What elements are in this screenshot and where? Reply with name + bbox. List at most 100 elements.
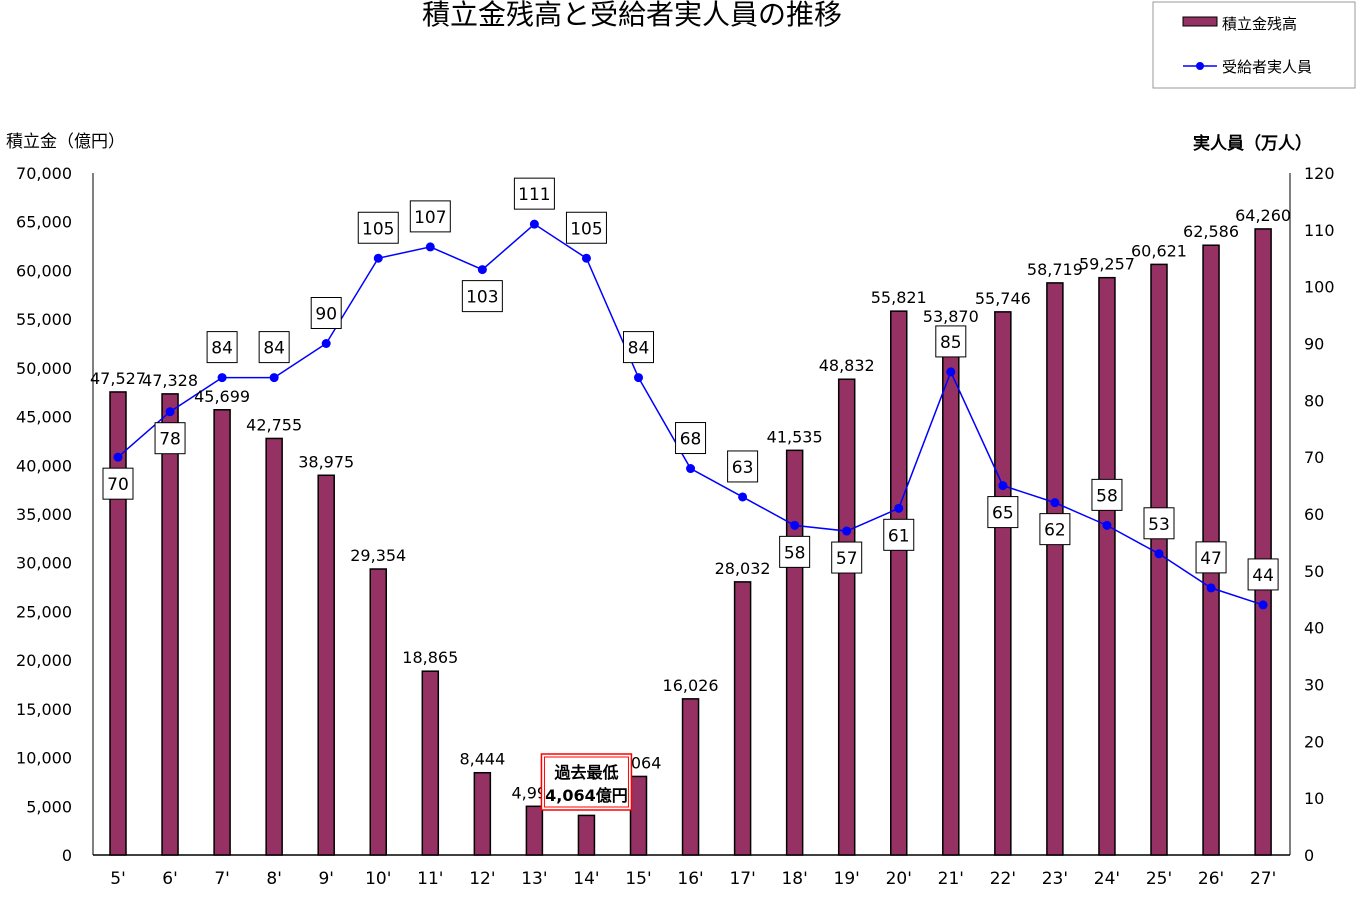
bar (837, 378, 856, 856)
line-point (165, 407, 175, 417)
bar (942, 329, 960, 856)
bar-data-label: 47,328 (142, 371, 198, 390)
line-data-label: 47 (1200, 549, 1222, 569)
legend-label-line: 受給者実人員 (1222, 58, 1312, 76)
bar-data-label: 45,699 (194, 387, 250, 406)
left-tick-label: 45,000 (16, 408, 72, 427)
line-data-label: 105 (362, 219, 394, 239)
left-tick-label: 70,000 (16, 164, 72, 183)
right-tick-label: 30 (1304, 676, 1324, 695)
bar-data-label: 42,755 (246, 415, 302, 434)
line-point (894, 503, 904, 513)
right-tick-label: 100 (1304, 278, 1335, 297)
line-point (946, 367, 956, 377)
left-tick-label: 60,000 (16, 261, 72, 280)
bar (890, 310, 908, 856)
x-tick-label: 14' (573, 869, 599, 889)
line-point (842, 526, 852, 536)
line-data-label: 84 (628, 339, 650, 359)
line-data-label-box (102, 467, 134, 500)
line-data-label-box (831, 541, 863, 574)
chart-title: 積立金残高と受給者実人員の推移 (422, 0, 842, 31)
line-point (321, 339, 331, 348)
line-data-label-box (779, 535, 811, 568)
bar-data-label: 16,026 (663, 676, 719, 695)
x-tick-label: 19' (834, 869, 860, 889)
line-point (477, 265, 487, 275)
line-point (1050, 498, 1060, 508)
x-tick-label: 17' (729, 869, 755, 889)
bar (733, 581, 752, 856)
bar (213, 409, 231, 856)
x-tick-label: 11' (417, 869, 443, 889)
left-tick-label: 25,000 (16, 602, 72, 621)
line-point (1258, 600, 1268, 610)
line-data-label-box (1247, 558, 1279, 591)
line-data-label: 105 (570, 219, 602, 239)
x-tick-label: 9' (318, 869, 334, 889)
annotation-inner-border (543, 756, 629, 808)
line-data-label: 53 (1148, 515, 1170, 535)
annotation-line2: 4,064億円 (545, 786, 628, 805)
line-data-label-box (1091, 478, 1123, 511)
x-tick-label: 7' (214, 869, 230, 889)
x-tick-label: 20' (886, 869, 912, 889)
right-tick-label: 0 (1304, 846, 1314, 865)
right-tick-label: 40 (1304, 619, 1324, 638)
left-tick-label: 40,000 (16, 456, 72, 475)
x-tick-label: 23' (1042, 869, 1068, 889)
bar-data-label: 8,444 (459, 750, 505, 769)
line-data-label: 44 (1252, 566, 1274, 586)
line-data-label-box (1143, 507, 1175, 540)
line-data-label-box (461, 280, 503, 313)
annotation-line1: 過去最低 (553, 763, 618, 782)
line-data-label-box (727, 450, 759, 483)
line-data-label-box (675, 422, 707, 455)
line-point (686, 464, 696, 474)
line-data-label: 85 (940, 333, 962, 353)
line-data-label: 62 (1044, 521, 1066, 541)
line-data-label-box (883, 518, 915, 551)
bar (161, 393, 179, 856)
line-data-label-box (513, 177, 555, 210)
x-tick-label: 12' (469, 869, 495, 889)
line-point (373, 253, 383, 263)
right-tick-label: 10 (1304, 789, 1324, 808)
x-tick-label: 6' (162, 869, 178, 889)
line-data-label: 65 (992, 504, 1014, 524)
right-tick-label: 110 (1304, 221, 1335, 240)
left-tick-label: 65,000 (16, 213, 72, 232)
line-data-label-box (1039, 513, 1071, 546)
line-data-label: 111 (518, 185, 550, 205)
x-tick-label: 5' (110, 869, 126, 889)
line-data-label: 103 (466, 288, 498, 308)
line-data-label-box (154, 422, 186, 455)
left-tick-label: 15,000 (16, 700, 72, 719)
line-data-label-box (935, 325, 967, 358)
x-tick-label: 21' (938, 869, 964, 889)
bar-data-label: 18,865 (402, 648, 458, 667)
bar-data-label: 29,354 (350, 546, 406, 565)
legend-line-marker (1196, 62, 1204, 70)
x-tick-label: 10' (365, 869, 391, 889)
left-tick-label: 0 (62, 846, 72, 865)
x-tick-label: 25' (1146, 869, 1172, 889)
line-point (113, 452, 123, 462)
bar (994, 311, 1012, 856)
line-point (425, 242, 435, 252)
bar-data-label: 28,032 (715, 559, 771, 578)
right-tick-label: 20 (1304, 732, 1324, 751)
left-tick-label: 55,000 (16, 310, 72, 329)
right-tick-label: 90 (1304, 335, 1324, 354)
left-tick-label: 20,000 (16, 651, 72, 670)
bar (1254, 228, 1272, 856)
bar (1046, 282, 1064, 856)
right-tick-label: 70 (1304, 448, 1324, 467)
line-point (998, 481, 1008, 491)
line-data-label-box (565, 211, 607, 244)
line-data-label: 84 (263, 339, 285, 359)
line-data-label: 61 (888, 526, 910, 546)
left-tick-label: 5,000 (26, 797, 72, 816)
line-data-label-box (357, 211, 399, 244)
right-tick-label: 120 (1304, 164, 1335, 183)
